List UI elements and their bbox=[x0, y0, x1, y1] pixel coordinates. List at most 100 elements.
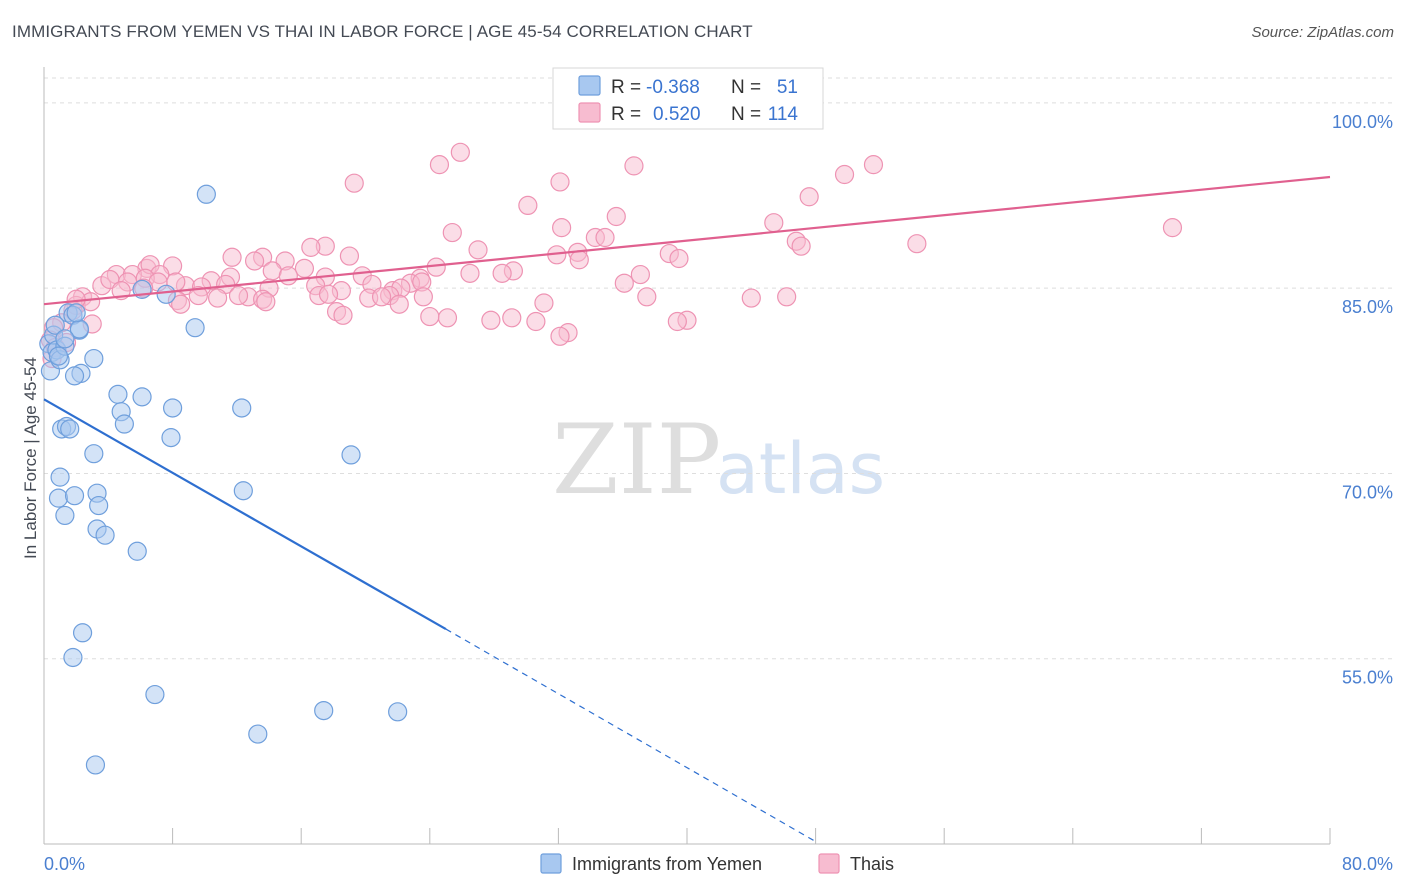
yemen-point bbox=[108, 384, 128, 404]
thai-point bbox=[294, 258, 315, 278]
thai-point bbox=[518, 195, 538, 216]
thai-point bbox=[222, 247, 242, 267]
yemen-point bbox=[84, 444, 104, 464]
y-tick-label-100: 100.0% bbox=[1332, 112, 1393, 132]
thai-point bbox=[863, 155, 884, 175]
legend-r-label-thai: R = bbox=[611, 104, 641, 125]
y-axis-label: In Labor Force | Age 45-54 bbox=[21, 357, 40, 559]
thai-point bbox=[624, 156, 644, 176]
yemen-point bbox=[232, 398, 252, 418]
trend-lines bbox=[43, 175, 1331, 843]
y-tick-label-85: 85.0% bbox=[1342, 297, 1393, 317]
thai-point bbox=[799, 187, 819, 207]
thai-point bbox=[637, 287, 657, 307]
yemen-trend-line-extension bbox=[445, 628, 816, 843]
axes bbox=[43, 67, 1331, 845]
yemen-point bbox=[55, 505, 75, 526]
yemen-point bbox=[85, 755, 106, 775]
yemen-point bbox=[196, 184, 216, 204]
yemen-point bbox=[63, 647, 83, 668]
yemen-point bbox=[185, 318, 205, 338]
yemen-point bbox=[156, 284, 176, 304]
thai-point bbox=[606, 206, 626, 227]
yemen-point bbox=[114, 414, 134, 434]
thai-point bbox=[552, 218, 572, 238]
yemen-point bbox=[55, 329, 75, 349]
thai-point bbox=[834, 164, 855, 185]
thai-point bbox=[301, 237, 321, 257]
thai-point bbox=[468, 240, 488, 260]
yemen-point bbox=[132, 387, 152, 407]
thai-point bbox=[426, 257, 446, 277]
thai-point bbox=[389, 294, 409, 314]
thai-point bbox=[550, 326, 570, 346]
yemen-point bbox=[95, 525, 115, 545]
yemen-trend-line bbox=[43, 398, 447, 631]
thai-point bbox=[256, 292, 276, 312]
thai-point bbox=[481, 310, 501, 330]
yemen-point bbox=[145, 684, 165, 705]
thai-point bbox=[595, 227, 615, 248]
series-legend: Immigrants from Yemen Thais bbox=[540, 853, 894, 874]
thai-point bbox=[550, 172, 570, 192]
thai-point bbox=[764, 213, 784, 233]
yemen-point bbox=[248, 724, 268, 744]
thai-point bbox=[339, 246, 360, 266]
yemen-point bbox=[163, 398, 183, 418]
yemen-point bbox=[48, 488, 69, 508]
thai-point bbox=[333, 305, 353, 325]
legend-swatch-yemen bbox=[578, 75, 601, 96]
yemen-point bbox=[388, 702, 408, 722]
legend-r-value-thai: 0.520 bbox=[653, 104, 701, 125]
y-tick-labels: 55.0% 70.0% 85.0% 100.0% bbox=[1332, 112, 1393, 688]
source-note: Source: ZipAtlas.com bbox=[1251, 24, 1394, 41]
thai-point bbox=[534, 293, 554, 313]
thai-point bbox=[244, 251, 265, 271]
thai-point bbox=[450, 142, 470, 162]
thai-point bbox=[569, 250, 589, 270]
chart-title: IMMIGRANTS FROM YEMEN VS THAI IN LABOR F… bbox=[12, 22, 753, 41]
yemen-point bbox=[127, 541, 147, 561]
thai-point bbox=[278, 266, 298, 286]
thai-point bbox=[667, 311, 687, 332]
thai-point bbox=[741, 288, 761, 308]
yemen-point bbox=[72, 623, 93, 643]
yemen-point bbox=[341, 445, 361, 465]
x-tick-label-min: 0.0% bbox=[44, 854, 85, 874]
thai-point bbox=[437, 308, 458, 328]
yemen-point bbox=[64, 486, 85, 506]
legend-r-label-yemen: R = bbox=[611, 77, 641, 98]
legend-bottom-swatch-thai bbox=[818, 853, 840, 874]
thai-point bbox=[188, 285, 208, 306]
thai-point bbox=[614, 273, 634, 293]
yemen-point bbox=[48, 346, 69, 366]
thai-point bbox=[669, 248, 689, 269]
gridlines bbox=[44, 77, 1393, 660]
thai-point bbox=[262, 261, 282, 281]
correlation-legend: R = -0.368 N = 51 R = 0.520 N = 114 bbox=[552, 67, 824, 130]
thai-point bbox=[1162, 218, 1183, 238]
yemen-points bbox=[39, 184, 408, 775]
thai-point bbox=[171, 294, 191, 314]
legend-n-value-thai: 114 bbox=[768, 104, 799, 125]
legend-bottom-swatch-yemen bbox=[540, 853, 562, 874]
yemen-point bbox=[50, 467, 70, 487]
thai-point bbox=[429, 155, 450, 175]
legend-n-label-yemen: N = bbox=[731, 77, 761, 98]
thai-point bbox=[228, 285, 249, 306]
thai-point bbox=[371, 287, 392, 307]
y-tick-label-70: 70.0% bbox=[1342, 482, 1393, 502]
legend-bottom-label-thai: Thais bbox=[850, 854, 894, 874]
yemen-point bbox=[60, 419, 80, 439]
yemen-point bbox=[45, 315, 65, 335]
thai-point bbox=[492, 263, 512, 283]
thai-point bbox=[442, 222, 462, 243]
thai-trend-line bbox=[43, 175, 1331, 306]
thai-point bbox=[630, 264, 650, 285]
yemen-point bbox=[66, 303, 86, 323]
legend-bottom-label-yemen: Immigrants from Yemen bbox=[572, 854, 762, 874]
thai-points bbox=[40, 95, 1183, 369]
yemen-point bbox=[89, 495, 109, 516]
legend-r-value-yemen: -0.368 bbox=[646, 77, 700, 98]
